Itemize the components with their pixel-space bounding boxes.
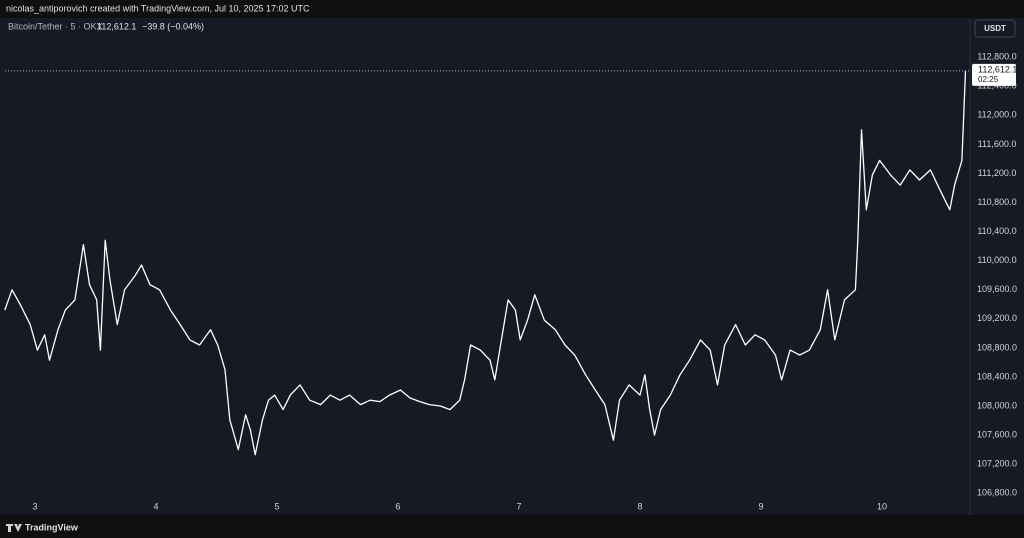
x-tick-label: 7 [517,501,522,511]
price-tag [972,63,1016,86]
x-tick-label: 3 [33,501,38,511]
legend-price: 112,612.1 [97,21,136,31]
y-tick-label: 109,600.0 [977,284,1017,294]
y-tick-label: 106,800.0 [977,488,1017,498]
y-tick-label: 110,400.0 [977,226,1016,236]
y-tick-label: 111,600.0 [978,139,1017,149]
x-tick-label: 5 [275,501,280,511]
header-text: nicolas_antiporovich created with Tradin… [6,3,310,13]
y-tick-label: 107,600.0 [977,429,1017,439]
x-tick-label: 8 [638,501,643,511]
logo-icon [6,524,22,532]
x-tick-label: 10 [877,501,887,511]
symbol-info: Bitcoin/Tether · 5 · OKX [8,21,103,31]
y-tick-label: 111,200.0 [978,168,1017,178]
y-tick-label: 112,800.0 [977,52,1016,62]
footer-logo: TradingView [25,522,79,532]
currency-button[interactable] [974,19,1016,38]
plot-area [0,18,1024,515]
countdown: 02:25 [978,75,999,84]
x-tick-label: 4 [154,501,159,511]
price-line [4,70,967,456]
x-tick-label: 6 [396,501,401,511]
price-tag-label: 112,612.1 [978,64,1017,74]
y-tick-label: 112,000.0 [977,110,1016,120]
y-tick-label: 108,000.0 [977,400,1017,410]
y-tick-label: 108,400.0 [977,371,1017,381]
y-tick-label: 109,200.0 [977,313,1017,323]
legend-change: −39.8 (−0.04%) [142,21,204,31]
y-tick-label: 110,800.0 [977,197,1016,207]
currency[interactable]: USDT [984,24,1006,33]
y-tick-label: 110,000.0 [977,255,1016,265]
x-tick-label: 9 [759,501,764,511]
y-tick-label: 108,800.0 [977,342,1017,352]
y-tick-label: 107,200.0 [977,459,1017,469]
